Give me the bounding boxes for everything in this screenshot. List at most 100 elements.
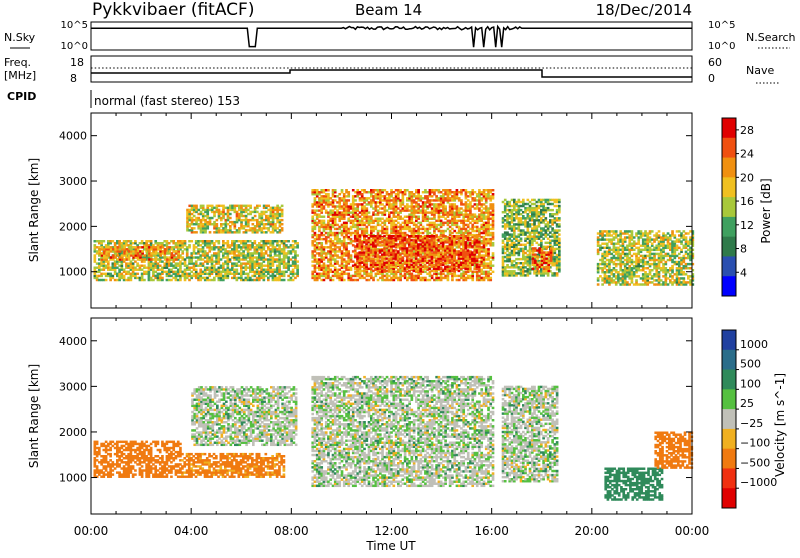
power-cell (386, 253, 389, 255)
power-cell (287, 240, 290, 242)
power-cell (444, 235, 447, 237)
power-cell (370, 264, 373, 266)
power-cell (209, 219, 212, 221)
power-cell (390, 277, 393, 279)
power-cell (314, 244, 317, 246)
power-cell (489, 218, 492, 220)
nsky-left-top: 10^5 (61, 20, 88, 31)
power-cell (236, 213, 239, 215)
power-cell (374, 239, 377, 241)
power-cell (388, 270, 391, 272)
power-cell (485, 258, 488, 260)
power-cell (393, 271, 396, 273)
power-cell (314, 189, 317, 191)
power-cell (145, 244, 148, 246)
power-cell (478, 207, 481, 209)
power-cell (256, 223, 259, 225)
power-cell (296, 244, 299, 246)
power-cell (467, 249, 470, 251)
power-cell (218, 213, 221, 215)
power-cell (150, 279, 153, 281)
power-cell (123, 279, 126, 281)
power-cell (411, 279, 414, 281)
power-cell (449, 226, 452, 228)
power-cell (478, 216, 481, 218)
power-cell (435, 235, 438, 237)
power-cell (408, 260, 411, 262)
power-cell (318, 226, 321, 228)
power-cell (211, 254, 214, 256)
power-cell (465, 195, 468, 197)
power-cell (197, 209, 200, 211)
power-cell (451, 270, 454, 272)
power-cell (281, 223, 284, 225)
power-cell (327, 271, 330, 273)
power-cell (283, 250, 286, 252)
power-cell (485, 248, 488, 250)
power-cell (354, 255, 357, 257)
power-cell (372, 277, 375, 279)
power-cell (456, 209, 459, 211)
power-cell (408, 264, 411, 266)
power-cell (252, 211, 255, 213)
power-cell (204, 254, 207, 256)
power-cell (343, 224, 346, 226)
power-cell (323, 234, 326, 236)
power-cell (121, 260, 124, 262)
power-cell (451, 220, 454, 222)
power-cell (440, 224, 443, 226)
power-cell (258, 254, 261, 256)
power-cell (435, 220, 438, 222)
power-cell (338, 240, 341, 242)
power-cell (236, 269, 239, 271)
power-cell (433, 243, 436, 245)
power-cell (431, 203, 434, 205)
power-cell (258, 252, 261, 254)
power-cell (489, 277, 492, 279)
power-cell (334, 220, 337, 222)
power-cell (368, 201, 371, 203)
power-cell (270, 231, 273, 233)
power-cell (390, 205, 393, 207)
power-cell (170, 240, 173, 242)
power-cell (343, 260, 346, 262)
power-heatmap (94, 189, 695, 286)
power-cell (397, 279, 400, 281)
power-cell (215, 260, 218, 262)
power-cell (116, 275, 119, 277)
power-cell (374, 245, 377, 247)
power-cell (240, 240, 243, 242)
power-cell (372, 270, 375, 272)
power-cell (408, 270, 411, 272)
power-cell (137, 246, 140, 248)
freq-left-top: 18 (70, 56, 84, 69)
power-cell (240, 265, 243, 267)
power-cell (243, 231, 246, 233)
power-cell (195, 275, 198, 277)
power-cell (456, 275, 459, 277)
power-cell (215, 252, 218, 254)
power-cell (327, 258, 330, 260)
power-cell (449, 197, 452, 199)
power-cell (465, 189, 468, 191)
power-cell (272, 219, 275, 221)
power-cell (218, 254, 221, 256)
power-cell (123, 271, 126, 273)
power-cell (152, 271, 155, 273)
power-cell (338, 197, 341, 199)
power-cell (343, 240, 346, 242)
power-cell (152, 265, 155, 267)
power-cell (229, 260, 232, 262)
power-cell (379, 260, 382, 262)
power-cell (464, 243, 467, 245)
power-cell (343, 254, 346, 256)
power-cell (372, 230, 375, 232)
power-cell (417, 189, 420, 191)
power-cell (256, 211, 259, 213)
power-cell (314, 220, 317, 222)
power-cell (267, 227, 270, 229)
power-cell (368, 273, 371, 275)
power-cell (375, 275, 378, 277)
power-cell (292, 271, 295, 273)
power-cell (492, 244, 495, 246)
